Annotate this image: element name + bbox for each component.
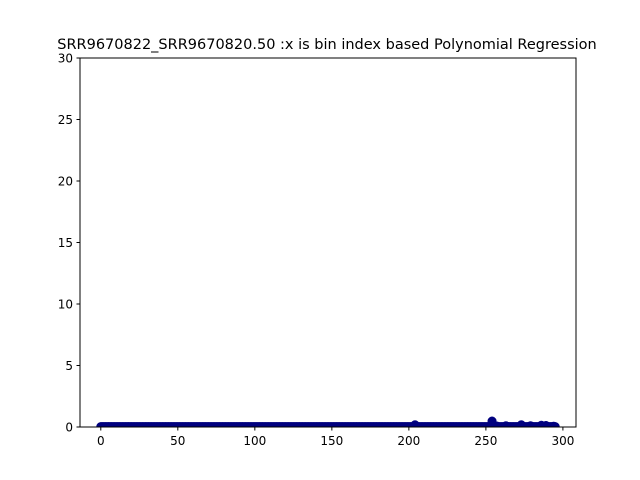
- x-tick-label: 300: [551, 434, 574, 448]
- x-tick-label: 100: [243, 434, 266, 448]
- chart-title: SRR9670822_SRR9670820.50 :x is bin index…: [57, 37, 597, 53]
- data-point: [492, 421, 502, 427]
- x-tick-label: 50: [170, 434, 185, 448]
- y-tick-label: 25: [58, 113, 73, 127]
- axes-layer: 0 50 100 150 200 250 300 0 5 10 15 20 25 30: [58, 52, 577, 448]
- data-point: [410, 420, 420, 427]
- y-tick-label: 5: [65, 359, 73, 373]
- y-tick-label: 15: [58, 236, 73, 250]
- data-point: [526, 421, 536, 427]
- data-point: [501, 421, 511, 427]
- data-point: [516, 420, 526, 427]
- x-tick-label: 150: [320, 434, 343, 448]
- y-tick-label: 10: [58, 298, 73, 312]
- x-tick-label: 250: [474, 434, 497, 448]
- x-tick-label: 200: [397, 434, 420, 448]
- y-tick-label: 0: [65, 421, 73, 435]
- y-tick-label: 20: [58, 175, 73, 189]
- data-point: [549, 421, 559, 427]
- x-tick-label: 0: [97, 434, 105, 448]
- y-tick-label: 30: [58, 52, 73, 66]
